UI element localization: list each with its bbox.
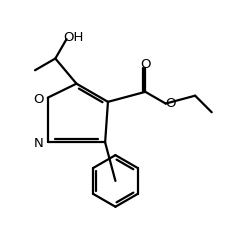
Text: O: O (33, 92, 44, 105)
Text: O: O (165, 96, 175, 109)
Text: N: N (34, 136, 44, 149)
Text: OH: OH (63, 31, 83, 44)
Text: O: O (140, 58, 150, 71)
